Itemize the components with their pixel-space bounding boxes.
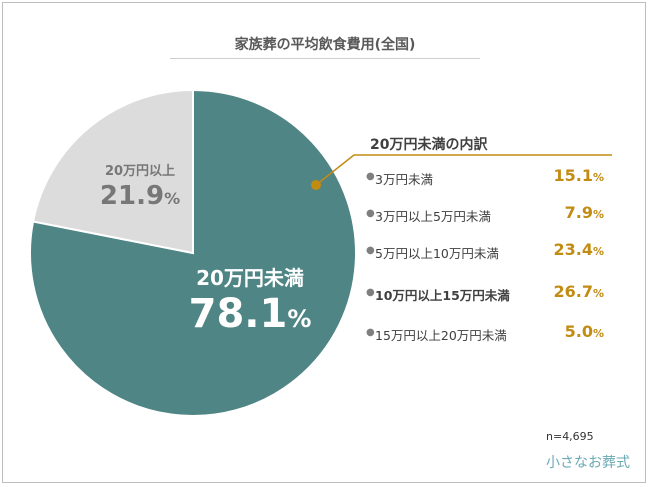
bullet-icon: ● [366,245,375,256]
breakdown-title: 20万円未満の内訳 [370,137,488,153]
breakdown-value: 23.4% [553,240,604,259]
sample-size-note: n=4,695 [546,430,594,443]
title-underline [170,58,480,59]
breakdown-row: ● 3万円未満 15.1% [366,166,612,190]
breakdown-row: ● 15万円以上20万円未満 5.0% [366,322,612,346]
slice-value-under-20man: 78.1% [188,291,312,337]
breakdown-value: 26.7% [553,282,604,301]
breakdown-row: ● 5万円以上10万円未満 23.4% [366,240,612,264]
bullet-icon: ● [366,327,375,338]
bullet-icon: ● [366,208,375,219]
chart-frame [2,2,646,483]
breakdown-label: 5万円以上10万円未満 [375,246,499,261]
breakdown-row: ● 10万円以上15万円未満 26.7% [366,282,612,306]
slice-name-under-20man: 20万円未満 [196,266,304,290]
breakdown-value: 5.0% [564,322,604,341]
bullet-icon: ● [366,287,375,298]
callout-dot [311,180,321,190]
breakdown-value: 7.9% [564,203,604,222]
slice-value-over-20man: 21.9% [99,181,181,211]
breakdown-row: ● 3万円以上5万円未満 7.9% [366,203,612,227]
pie-slice-0 [29,88,357,417]
slice-name-over-20man: 20万円以上 [104,164,176,179]
chart-title: 家族葬の平均飲食費用(全国) [234,37,416,53]
breakdown-label: 15万円以上20万円未満 [375,328,507,343]
slice-label-under-20man: 20万円未満 78.1% [175,262,325,337]
callout-line [315,154,612,186]
slice-label-over-20man: 20万円以上 21.9% [90,160,190,211]
breakdown-value: 15.1% [553,166,604,185]
bullet-icon: ● [366,171,375,182]
breakdown-label: 10万円以上15万円未満 [375,288,510,303]
breakdown-label: 3万円未満 [375,172,433,187]
pie-slice-1 [31,88,194,255]
breakdown-label: 3万円以上5万円未満 [375,209,491,224]
brand-logo: 小さなお葬式 [546,455,630,471]
